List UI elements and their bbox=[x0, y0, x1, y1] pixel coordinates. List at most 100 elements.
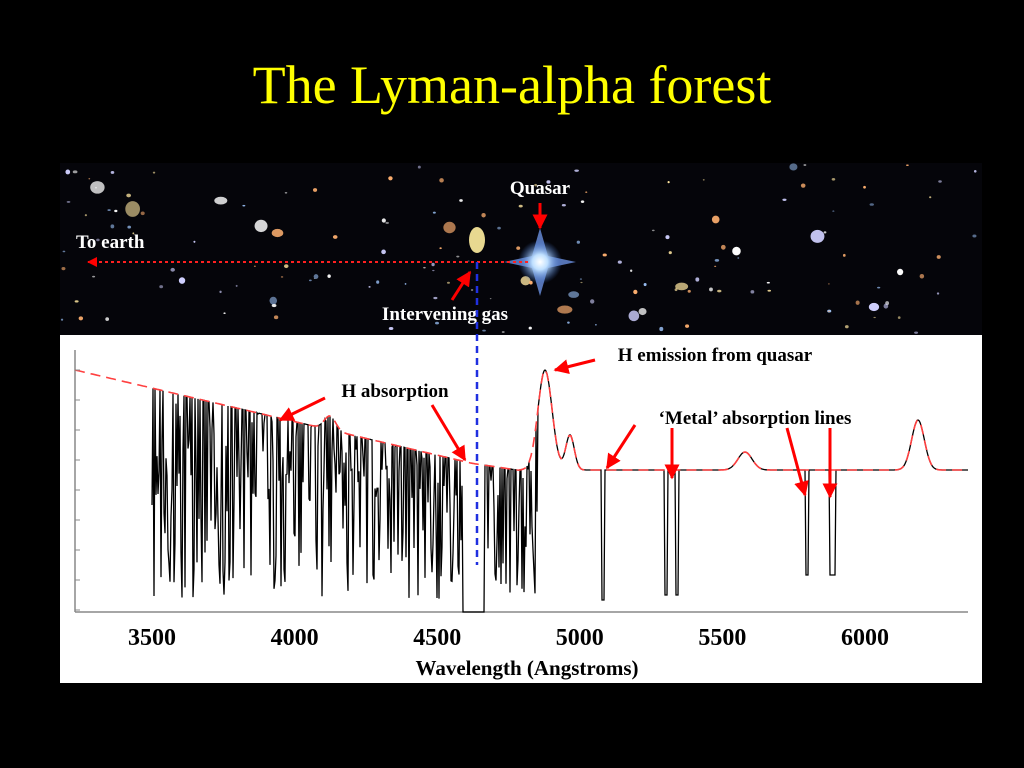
galaxy bbox=[668, 251, 672, 255]
galaxy bbox=[140, 211, 145, 216]
x-tick-label: 4500 bbox=[413, 625, 461, 651]
galaxy bbox=[114, 209, 118, 213]
galaxy bbox=[714, 259, 720, 262]
galaxy bbox=[897, 316, 901, 319]
galaxy bbox=[60, 318, 64, 321]
galaxy bbox=[152, 171, 156, 174]
galaxy bbox=[404, 283, 407, 285]
arrow bbox=[605, 424, 637, 470]
galaxy bbox=[105, 317, 110, 321]
intervening-gas-label: Intervening gas bbox=[382, 304, 508, 325]
galaxy bbox=[877, 286, 881, 289]
galaxy bbox=[446, 281, 450, 284]
galaxy bbox=[223, 312, 226, 315]
galaxy bbox=[432, 211, 436, 214]
galaxy bbox=[482, 329, 486, 332]
galaxy bbox=[810, 229, 825, 243]
galaxy bbox=[467, 260, 470, 262]
galaxy bbox=[456, 255, 460, 258]
galaxy bbox=[470, 289, 474, 291]
galaxy bbox=[90, 181, 105, 194]
galaxy bbox=[481, 212, 486, 218]
galaxy bbox=[284, 191, 288, 194]
galaxy bbox=[590, 299, 595, 304]
galaxy bbox=[828, 283, 830, 285]
galaxy bbox=[842, 253, 846, 257]
galaxy bbox=[253, 265, 256, 267]
galaxy bbox=[110, 171, 115, 174]
galaxy bbox=[576, 240, 581, 244]
galaxy bbox=[714, 265, 717, 267]
galaxy bbox=[313, 274, 319, 280]
galaxy bbox=[433, 296, 438, 300]
galaxy bbox=[568, 291, 580, 298]
slide-title: The Lyman-alpha forest bbox=[253, 55, 772, 115]
galaxy bbox=[518, 204, 523, 208]
galaxy bbox=[709, 287, 713, 292]
galaxy bbox=[695, 277, 700, 282]
galaxy bbox=[284, 264, 289, 269]
galaxy bbox=[873, 316, 876, 319]
galaxy bbox=[516, 246, 521, 250]
galaxy bbox=[574, 169, 579, 172]
arrow bbox=[553, 358, 596, 375]
galaxy bbox=[628, 310, 640, 322]
galaxy bbox=[388, 327, 394, 330]
galaxy bbox=[368, 286, 371, 288]
galaxy bbox=[327, 274, 331, 278]
galaxy bbox=[897, 268, 904, 276]
x-tick-label: 4000 bbox=[271, 625, 319, 651]
arrow bbox=[785, 427, 809, 497]
galaxy bbox=[439, 247, 442, 250]
galaxy bbox=[78, 316, 84, 321]
galaxy bbox=[312, 188, 318, 192]
galaxy bbox=[905, 164, 909, 166]
galaxy bbox=[651, 229, 655, 232]
galaxy bbox=[711, 215, 720, 224]
galaxy bbox=[557, 185, 561, 188]
galaxy bbox=[381, 249, 386, 255]
galaxy bbox=[803, 164, 807, 166]
x-axis-label: Wavelength (Angstroms) bbox=[415, 656, 638, 680]
galaxy bbox=[273, 315, 279, 320]
galaxy bbox=[687, 289, 691, 293]
galaxy bbox=[617, 260, 622, 264]
galaxy bbox=[271, 303, 277, 308]
galaxy bbox=[385, 221, 389, 224]
galaxy bbox=[332, 235, 338, 239]
galaxy bbox=[546, 180, 551, 184]
galaxy bbox=[489, 298, 492, 300]
to-earth-label: To earth bbox=[76, 232, 145, 253]
sky-image bbox=[60, 163, 982, 335]
galaxy bbox=[439, 178, 444, 183]
galaxy bbox=[973, 169, 977, 173]
galaxy bbox=[235, 284, 238, 287]
galaxy bbox=[61, 267, 66, 271]
galaxy bbox=[938, 180, 942, 183]
galaxy bbox=[595, 323, 597, 326]
galaxy bbox=[914, 331, 919, 334]
galaxy bbox=[717, 289, 722, 293]
galaxy bbox=[766, 281, 770, 284]
x-tick-label: 6000 bbox=[841, 625, 889, 651]
galaxy bbox=[280, 276, 284, 278]
continuum-line bbox=[74, 368, 967, 472]
galaxy bbox=[65, 169, 71, 175]
galaxy bbox=[659, 326, 664, 332]
galaxy bbox=[443, 221, 456, 234]
galaxy bbox=[269, 296, 278, 305]
galaxy bbox=[159, 285, 164, 289]
galaxy bbox=[242, 204, 246, 207]
galaxy bbox=[72, 170, 78, 174]
galaxy bbox=[782, 198, 787, 201]
galaxy bbox=[633, 289, 638, 295]
galaxy bbox=[936, 292, 940, 295]
intervening-galaxy bbox=[469, 227, 485, 253]
quasar-label: Quasar bbox=[510, 178, 571, 199]
galaxy bbox=[638, 307, 647, 316]
galaxy bbox=[170, 267, 175, 272]
galaxy bbox=[376, 280, 380, 284]
galaxy bbox=[767, 289, 772, 292]
galaxy bbox=[84, 214, 88, 217]
